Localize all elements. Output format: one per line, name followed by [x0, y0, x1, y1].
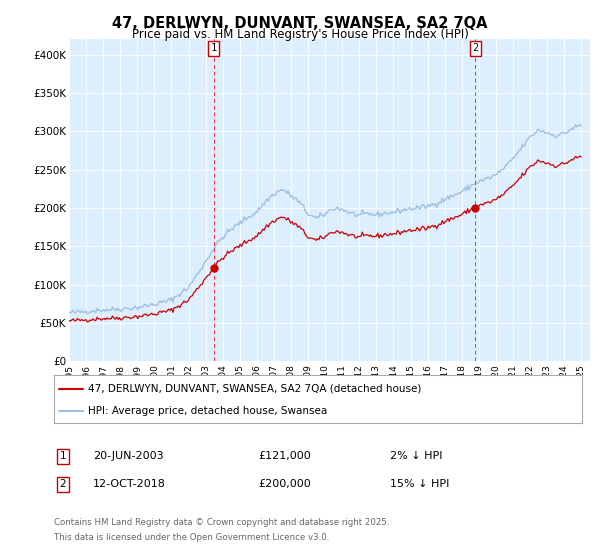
- Text: 2% ↓ HPI: 2% ↓ HPI: [390, 451, 443, 461]
- Text: 20-JUN-2003: 20-JUN-2003: [93, 451, 164, 461]
- Text: HPI: Average price, detached house, Swansea: HPI: Average price, detached house, Swan…: [88, 406, 328, 416]
- Text: 2: 2: [472, 44, 478, 53]
- Text: £121,000: £121,000: [258, 451, 311, 461]
- Text: 47, DERLWYN, DUNVANT, SWANSEA, SA2 7QA: 47, DERLWYN, DUNVANT, SWANSEA, SA2 7QA: [112, 16, 488, 31]
- Text: £200,000: £200,000: [258, 479, 311, 489]
- Text: This data is licensed under the Open Government Licence v3.0.: This data is licensed under the Open Gov…: [54, 533, 329, 542]
- Text: Contains HM Land Registry data © Crown copyright and database right 2025.: Contains HM Land Registry data © Crown c…: [54, 518, 389, 527]
- Text: Price paid vs. HM Land Registry's House Price Index (HPI): Price paid vs. HM Land Registry's House …: [131, 28, 469, 41]
- Text: 12-OCT-2018: 12-OCT-2018: [93, 479, 166, 489]
- Text: 2: 2: [59, 479, 67, 489]
- Text: 15% ↓ HPI: 15% ↓ HPI: [390, 479, 449, 489]
- Text: 1: 1: [59, 451, 67, 461]
- Text: 47, DERLWYN, DUNVANT, SWANSEA, SA2 7QA (detached house): 47, DERLWYN, DUNVANT, SWANSEA, SA2 7QA (…: [88, 384, 422, 394]
- Text: 1: 1: [211, 44, 217, 53]
